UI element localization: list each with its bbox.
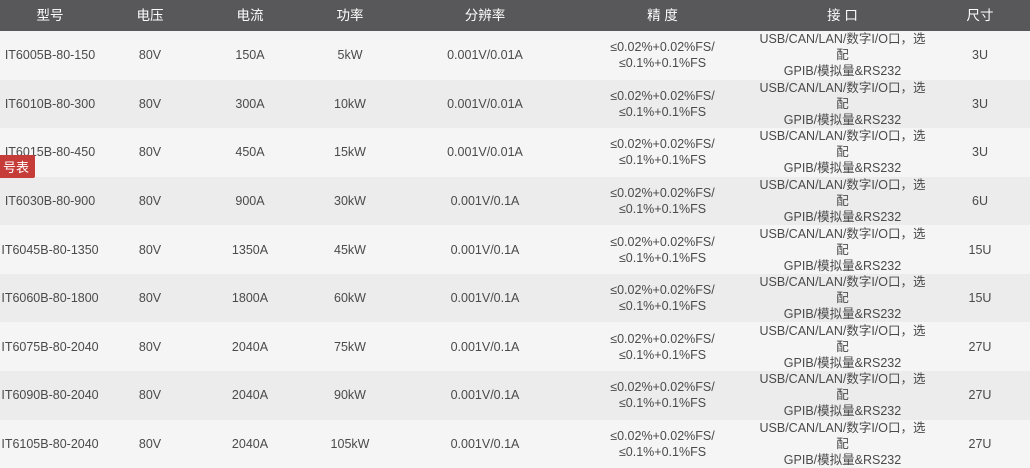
col-header-current: 电流 [236,7,264,23]
cell-resolution: 0.001V/0.1A [450,291,520,306]
cell-voltage: 80V [138,388,162,403]
table-row: IT6060B-80-1800 80V 1800A 60kW 0.001V/0.… [0,273,1030,323]
cell-model: IT6105B-80-2040 [1,436,99,451]
cell-voltage: 80V [138,242,162,257]
cell-current: 2040A [231,436,269,451]
cell-size: 3U [972,96,988,111]
cell-resolution: 0.001V/0.01A [447,145,523,160]
cell-resolution: 0.001V/0.1A [450,339,520,354]
model-table-side-tab[interactable]: 号表 [0,155,36,178]
cell-current: 1800A [231,291,269,306]
table-row: IT6105B-80-2040 80V 2040A 105kW 0.001V/0… [0,419,1030,468]
table-row: IT6005B-80-150 80V 150A 5kW 0.001V/0.01A… [0,31,1030,80]
cell-size: 15U [968,242,992,257]
cell-model: IT6030B-80-900 [4,193,96,208]
cell-size: 3U [972,145,988,160]
cell-size: 27U [968,436,992,451]
cell-size: 3U [972,48,988,63]
cell-resolution: 0.001V/0.1A [450,242,520,257]
cell-voltage: 80V [138,436,162,451]
cell-power: 15kW [334,145,366,160]
cell-current: 150A [235,48,265,63]
cell-resolution: 0.001V/0.1A [450,388,520,403]
cell-model: IT6075B-80-2040 [1,339,99,354]
cell-accuracy: ≤0.02%+0.02%FS/ ≤0.1%+0.1%FS [610,283,715,314]
cell-current: 1350A [231,242,269,257]
cell-voltage: 80V [138,96,162,111]
table-row: IT6090B-80-2040 80V 2040A 90kW 0.001V/0.… [0,370,1030,420]
cell-voltage: 80V [138,145,162,160]
cell-model: IT6090B-80-2040 [1,388,99,403]
table-row: IT6075B-80-2040 80V 2040A 75kW 0.001V/0.… [0,322,1030,371]
cell-power: 105kW [330,436,370,451]
col-header-voltage: 电压 [136,7,164,23]
table-row: IT6010B-80-300 80V 300A 10kW 0.001V/0.01… [0,79,1030,129]
cell-accuracy: ≤0.02%+0.02%FS/ ≤0.1%+0.1%FS [610,88,715,119]
col-header-accuracy: 精 度 [647,7,678,23]
model-table-side-tab-label: 号表 [3,160,30,175]
cell-power: 75kW [334,339,366,354]
cell-power: 5kW [337,48,363,63]
cell-resolution: 0.001V/0.1A [450,193,520,208]
cell-power: 90kW [334,388,366,403]
cell-model: IT6010B-80-300 [4,96,96,111]
cell-accuracy: ≤0.02%+0.02%FS/ ≤0.1%+0.1%FS [610,137,715,168]
cell-power: 10kW [334,96,366,111]
cell-interface: USB/CAN/LAN/数字I/O口，选配 GPIB/模拟量&RS232 [759,226,926,273]
table-header-row: 型号 电压 电流 功率 分辨率 精 度 接 口 尺寸 [0,0,1030,31]
cell-accuracy: ≤0.02%+0.02%FS/ ≤0.1%+0.1%FS [610,428,715,459]
col-header-interface: 接 口 [827,7,858,23]
cell-resolution: 0.001V/0.1A [450,436,520,451]
cell-voltage: 80V [138,48,162,63]
col-header-power: 功率 [336,7,364,23]
cell-resolution: 0.001V/0.01A [447,48,523,63]
cell-current: 300A [235,96,265,111]
cell-voltage: 80V [138,291,162,306]
cell-size: 27U [968,388,992,403]
col-header-model: 型号 [36,7,64,23]
cell-interface: USB/CAN/LAN/数字I/O口，选配 GPIB/模拟量&RS232 [759,32,926,79]
cell-interface: USB/CAN/LAN/数字I/O口，选配 GPIB/模拟量&RS232 [759,129,926,176]
cell-voltage: 80V [138,339,162,354]
cell-size: 6U [972,193,988,208]
cell-accuracy: ≤0.02%+0.02%FS/ ≤0.1%+0.1%FS [610,380,715,411]
cell-current: 450A [235,145,265,160]
cell-accuracy: ≤0.02%+0.02%FS/ ≤0.1%+0.1%FS [610,331,715,362]
cell-interface: USB/CAN/LAN/数字I/O口，选配 GPIB/模拟量&RS232 [759,177,926,224]
cell-size: 27U [968,339,992,354]
col-header-resolution: 分辨率 [464,7,506,23]
cell-power: 60kW [334,291,366,306]
cell-accuracy: ≤0.02%+0.02%FS/ ≤0.1%+0.1%FS [610,40,715,71]
cell-model: IT6005B-80-150 [4,48,96,63]
cell-size: 15U [968,291,992,306]
cell-interface: USB/CAN/LAN/数字I/O口，选配 GPIB/模拟量&RS232 [759,323,926,370]
cell-resolution: 0.001V/0.01A [447,96,523,111]
col-header-size: 尺寸 [966,7,994,23]
cell-model: IT6045B-80-1350 [1,242,99,257]
cell-interface: USB/CAN/LAN/数字I/O口，选配 GPIB/模拟量&RS232 [759,420,926,467]
table-row: IT6045B-80-1350 80V 1350A 45kW 0.001V/0.… [0,225,1030,274]
cell-current: 900A [235,193,265,208]
cell-accuracy: ≤0.02%+0.02%FS/ ≤0.1%+0.1%FS [610,185,715,216]
cell-voltage: 80V [138,193,162,208]
table-row: IT6015B-80-450 80V 450A 15kW 0.001V/0.01… [0,128,1030,177]
cell-accuracy: ≤0.02%+0.02%FS/ ≤0.1%+0.1%FS [610,234,715,265]
cell-interface: USB/CAN/LAN/数字I/O口，选配 GPIB/模拟量&RS232 [759,275,926,322]
cell-current: 2040A [231,339,269,354]
cell-interface: USB/CAN/LAN/数字I/O口，选配 GPIB/模拟量&RS232 [759,80,926,127]
cell-model: IT6060B-80-1800 [1,291,99,306]
cell-power: 30kW [334,193,366,208]
cell-current: 2040A [231,388,269,403]
cell-power: 45kW [334,242,366,257]
cell-interface: USB/CAN/LAN/数字I/O口，选配 GPIB/模拟量&RS232 [759,372,926,419]
table-row: IT6030B-80-900 80V 900A 30kW 0.001V/0.1A… [0,176,1030,226]
